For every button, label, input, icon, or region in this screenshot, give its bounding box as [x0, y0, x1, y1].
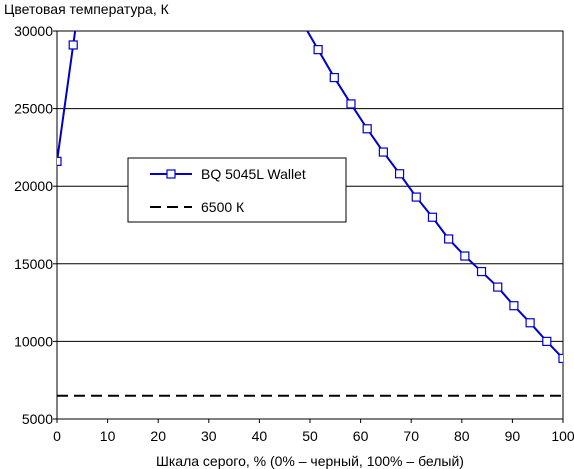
y-tick-label: 10000 [14, 333, 53, 349]
data-point-bq-5045l-wallet [427, 212, 438, 222]
x-tick-label: 30 [201, 428, 217, 444]
data-point-bq-5045l-wallet [57, 156, 62, 166]
x-tick-label: 40 [252, 428, 268, 444]
data-point-bq-5045l-wallet [394, 169, 405, 179]
data-point-bq-5045l-wallet [542, 336, 552, 346]
data-point-bq-5045l-wallet [378, 147, 388, 157]
series-bq-5045l-wallet [57, 31, 563, 364]
data-point-bq-5045l-wallet [68, 40, 78, 50]
data-point-bq-5045l-wallet [362, 124, 372, 134]
data-point-bq-5045l-wallet [509, 301, 519, 311]
legend-label-6500k: 6500 К [201, 199, 245, 215]
y-axis-title: Цветовая температура, К [4, 1, 170, 17]
data-point-bq-5045l-wallet [444, 234, 454, 244]
data-point-bq-5045l-wallet [525, 318, 535, 328]
data-point-bq-5045l-wallet [493, 282, 503, 292]
x-tick-label: 100 [551, 428, 574, 444]
legend-label-bq-5045l-wallet: BQ 5045L Wallet [201, 166, 306, 182]
series-line-bq-5045l-wallet [57, 31, 77, 162]
x-tick-label: 90 [505, 428, 521, 444]
plot-area-frame [56, 30, 564, 420]
legend: BQ 5045L Wallet 6500 К [127, 157, 347, 223]
data-point-bq-5045l-wallet [411, 192, 421, 202]
x-tick-label: 10 [100, 428, 116, 444]
data-point-bq-5045l-wallet [460, 251, 470, 261]
x-tick-label: 0 [53, 428, 61, 444]
x-tick-label: 80 [454, 428, 470, 444]
y-tick-label: 15000 [14, 256, 53, 272]
y-tick-label: 25000 [14, 101, 53, 117]
y-tick-label: 20000 [14, 178, 53, 194]
x-tick-label: 20 [150, 428, 166, 444]
y-axis: 5000 10000 15000 20000 25000 30000 [14, 23, 57, 427]
legend-box [127, 157, 347, 223]
x-tick-label: 50 [302, 428, 318, 444]
gridlines [57, 108, 563, 342]
x-axis: 0 10 20 30 40 50 60 70 80 90 100 [53, 419, 574, 444]
data-point-bq-5045l-wallet [558, 353, 563, 364]
x-tick-label: 70 [403, 428, 419, 444]
data-point-bq-5045l-wallet [476, 266, 487, 277]
series-layer [57, 31, 563, 397]
data-point-bq-5045l-wallet [329, 72, 339, 83]
x-tick-label: 60 [353, 428, 369, 444]
y-tick-label: 5000 [22, 411, 53, 427]
legend-marker-bq-5045l-wallet [166, 169, 176, 179]
data-point-bq-5045l-wallet [313, 45, 323, 55]
data-point-bq-5045l-wallet [346, 99, 356, 109]
y-tick-label: 30000 [14, 23, 53, 39]
x-axis-title: Шкала серого, % (0% – черный, 100% – бел… [156, 453, 464, 469]
